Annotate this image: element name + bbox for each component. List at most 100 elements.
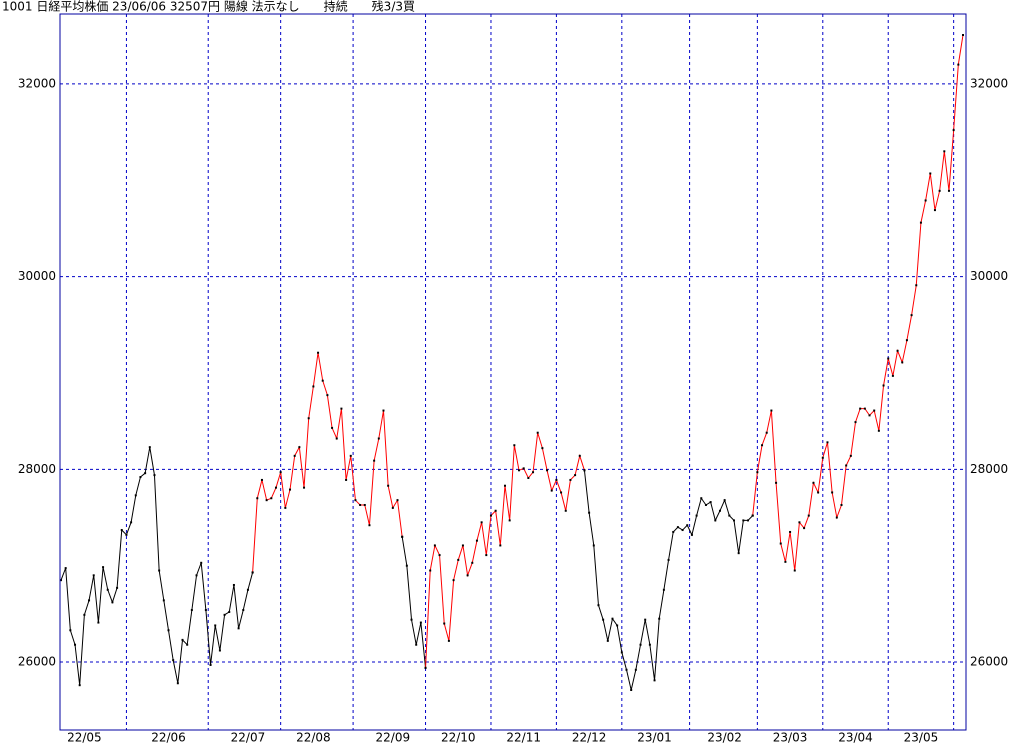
price-point bbox=[354, 499, 357, 502]
price-point bbox=[260, 478, 263, 481]
price-point bbox=[153, 474, 156, 477]
price-point bbox=[242, 609, 245, 612]
price-point bbox=[676, 526, 679, 529]
price-point bbox=[910, 314, 913, 317]
x-tick-label: 23/01 bbox=[637, 731, 672, 745]
price-point bbox=[957, 63, 960, 66]
x-tick-label: 22/07 bbox=[231, 731, 266, 745]
price-point bbox=[139, 476, 142, 479]
price-point bbox=[223, 613, 226, 616]
price-point bbox=[415, 643, 418, 646]
price-point bbox=[125, 533, 128, 536]
y-tick-label-right: 26000 bbox=[970, 655, 1008, 669]
price-point bbox=[429, 569, 432, 572]
price-point bbox=[592, 544, 595, 547]
price-point bbox=[518, 469, 521, 472]
price-point bbox=[541, 447, 544, 450]
price-point bbox=[78, 684, 81, 687]
price-point bbox=[849, 454, 852, 457]
price-point bbox=[863, 407, 866, 410]
price-point bbox=[690, 533, 693, 536]
price-point bbox=[583, 469, 586, 472]
price-point bbox=[835, 516, 838, 519]
price-point bbox=[915, 284, 918, 287]
price-point bbox=[536, 431, 539, 434]
price-point bbox=[246, 588, 249, 591]
price-point bbox=[681, 529, 684, 532]
price-point bbox=[424, 666, 427, 669]
price-point bbox=[401, 535, 404, 538]
price-point bbox=[359, 503, 362, 506]
price-point bbox=[396, 499, 399, 502]
price-point bbox=[597, 604, 600, 607]
price-point bbox=[69, 629, 72, 632]
price-point bbox=[522, 467, 525, 470]
price-point bbox=[728, 514, 731, 517]
price-point bbox=[461, 544, 464, 547]
price-point bbox=[606, 639, 609, 642]
price-point bbox=[130, 521, 133, 524]
price-point bbox=[391, 506, 394, 509]
price-point bbox=[658, 617, 661, 620]
price-point bbox=[251, 571, 254, 574]
price-point bbox=[438, 554, 441, 557]
price-point bbox=[284, 506, 287, 509]
price-point bbox=[938, 189, 941, 192]
price-point bbox=[480, 521, 483, 524]
price-point bbox=[560, 491, 563, 494]
price-point bbox=[303, 486, 306, 489]
price-point bbox=[588, 511, 591, 514]
price-point bbox=[695, 514, 698, 517]
price-point bbox=[905, 339, 908, 342]
price-point bbox=[298, 446, 301, 449]
price-point bbox=[700, 497, 703, 500]
price-point bbox=[887, 357, 890, 360]
price-point bbox=[644, 618, 647, 621]
price-point bbox=[405, 564, 408, 567]
price-point bbox=[214, 624, 217, 627]
price-point bbox=[653, 679, 656, 682]
price-point bbox=[546, 469, 549, 472]
price-point bbox=[564, 509, 567, 512]
price-point bbox=[228, 610, 231, 613]
price-point bbox=[747, 519, 750, 522]
price-point bbox=[854, 421, 857, 424]
price-point bbox=[88, 599, 91, 602]
price-point bbox=[616, 624, 619, 627]
price-point bbox=[167, 629, 170, 632]
x-tick-label: 22/06 bbox=[151, 731, 186, 745]
price-point bbox=[485, 554, 488, 557]
price-point bbox=[317, 351, 320, 354]
price-point bbox=[237, 627, 240, 630]
price-point bbox=[64, 567, 67, 570]
price-point bbox=[475, 539, 478, 542]
price-point bbox=[831, 491, 834, 494]
price-point bbox=[345, 478, 348, 481]
price-point bbox=[148, 446, 151, 449]
price-point bbox=[447, 639, 450, 642]
price-point bbox=[471, 561, 474, 564]
price-point bbox=[279, 471, 282, 474]
price-point bbox=[373, 459, 376, 462]
price-point bbox=[793, 569, 796, 572]
price-point bbox=[756, 471, 759, 474]
x-tick-label: 23/02 bbox=[707, 731, 742, 745]
x-tick-label: 23/04 bbox=[838, 731, 873, 745]
price-point bbox=[204, 609, 207, 612]
y-tick-label: 32000 bbox=[18, 76, 56, 90]
price-point bbox=[672, 530, 675, 533]
price-point bbox=[349, 454, 352, 457]
x-tick-label: 23/03 bbox=[773, 731, 808, 745]
plot-frame bbox=[59, 13, 967, 731]
price-point bbox=[111, 601, 114, 604]
price-point bbox=[92, 574, 95, 577]
price-point bbox=[134, 494, 137, 497]
price-point bbox=[667, 558, 670, 561]
price-point bbox=[962, 34, 964, 37]
price-point bbox=[410, 618, 413, 621]
price-point bbox=[602, 618, 605, 621]
price-point bbox=[499, 544, 502, 547]
price-point bbox=[569, 478, 572, 481]
